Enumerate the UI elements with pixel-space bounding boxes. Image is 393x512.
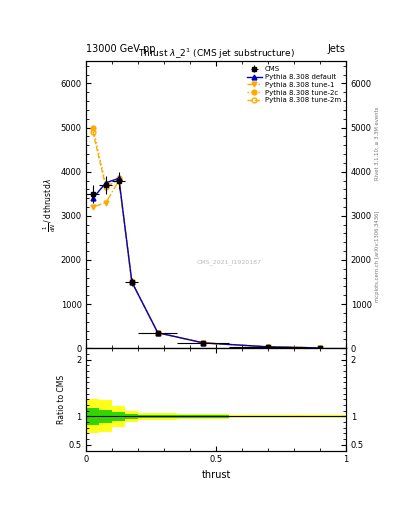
Pythia 8.308 tune-2m — [266, 344, 270, 350]
Text: Rivet 3.1.10; ≥ 3.3M events: Rivet 3.1.10; ≥ 3.3M events — [375, 106, 380, 180]
Pythia 8.308 tune-2m — [201, 340, 206, 346]
Text: mcplots.cern.ch [arXiv:1306.3436]: mcplots.cern.ch [arXiv:1306.3436] — [375, 210, 380, 302]
Pythia 8.308 tune-2c — [90, 124, 95, 131]
Pythia 8.308 default — [116, 175, 121, 181]
Pythia 8.308 tune-2c — [104, 182, 108, 188]
Pythia 8.308 tune-1 — [318, 345, 322, 351]
Y-axis label: Ratio to CMS: Ratio to CMS — [57, 375, 66, 424]
Line: Pythia 8.308 tune-2c: Pythia 8.308 tune-2c — [90, 125, 322, 350]
Line: Pythia 8.308 tune-1: Pythia 8.308 tune-1 — [90, 178, 322, 350]
Pythia 8.308 default — [156, 330, 160, 336]
Pythia 8.308 tune-2m — [318, 345, 322, 351]
Pythia 8.308 tune-1 — [156, 330, 160, 336]
Text: Jets: Jets — [328, 44, 346, 54]
Pythia 8.308 tune-2m — [116, 177, 121, 183]
Pythia 8.308 default — [318, 345, 322, 351]
Line: Pythia 8.308 tune-2m: Pythia 8.308 tune-2m — [90, 130, 322, 350]
Pythia 8.308 tune-2m — [104, 184, 108, 190]
Pythia 8.308 default — [266, 344, 270, 350]
Pythia 8.308 tune-2c — [156, 329, 160, 335]
Pythia 8.308 tune-1 — [266, 344, 270, 350]
Pythia 8.308 tune-1 — [201, 340, 206, 346]
Pythia 8.308 tune-2c — [266, 344, 270, 350]
Pythia 8.308 tune-2c — [129, 279, 134, 285]
Line: Pythia 8.308 default: Pythia 8.308 default — [90, 176, 322, 350]
Y-axis label: $\frac{1}{\mathrm{d}N}\,/\,\mathrm{d}\,\mathrm{thrust}\,\mathrm{d}\lambda$: $\frac{1}{\mathrm{d}N}\,/\,\mathrm{d}\,\… — [42, 178, 58, 232]
X-axis label: thrust: thrust — [202, 470, 231, 480]
Pythia 8.308 tune-2c — [318, 345, 322, 351]
Pythia 8.308 default — [129, 279, 134, 285]
Pythia 8.308 tune-1 — [129, 279, 134, 285]
Pythia 8.308 tune-1 — [104, 200, 108, 206]
Pythia 8.308 tune-2c — [116, 175, 121, 181]
Pythia 8.308 tune-1 — [116, 178, 121, 184]
Title: Thrust $\lambda\_2^{1}$ (CMS jet substructure): Thrust $\lambda\_2^{1}$ (CMS jet substru… — [138, 47, 295, 61]
Pythia 8.308 default — [90, 195, 95, 201]
Text: CMS_2021_I1920187: CMS_2021_I1920187 — [196, 259, 262, 265]
Pythia 8.308 tune-2m — [156, 330, 160, 336]
Legend: CMS, Pythia 8.308 default, Pythia 8.308 tune-1, Pythia 8.308 tune-2c, Pythia 8.3: CMS, Pythia 8.308 default, Pythia 8.308 … — [245, 65, 342, 104]
Pythia 8.308 tune-2m — [129, 280, 134, 286]
Pythia 8.308 default — [104, 180, 108, 186]
Text: 13000 GeV pp: 13000 GeV pp — [86, 44, 156, 54]
Pythia 8.308 default — [201, 340, 206, 346]
Pythia 8.308 tune-2m — [90, 129, 95, 135]
Pythia 8.308 tune-2c — [201, 339, 206, 346]
Pythia 8.308 tune-1 — [90, 204, 95, 210]
